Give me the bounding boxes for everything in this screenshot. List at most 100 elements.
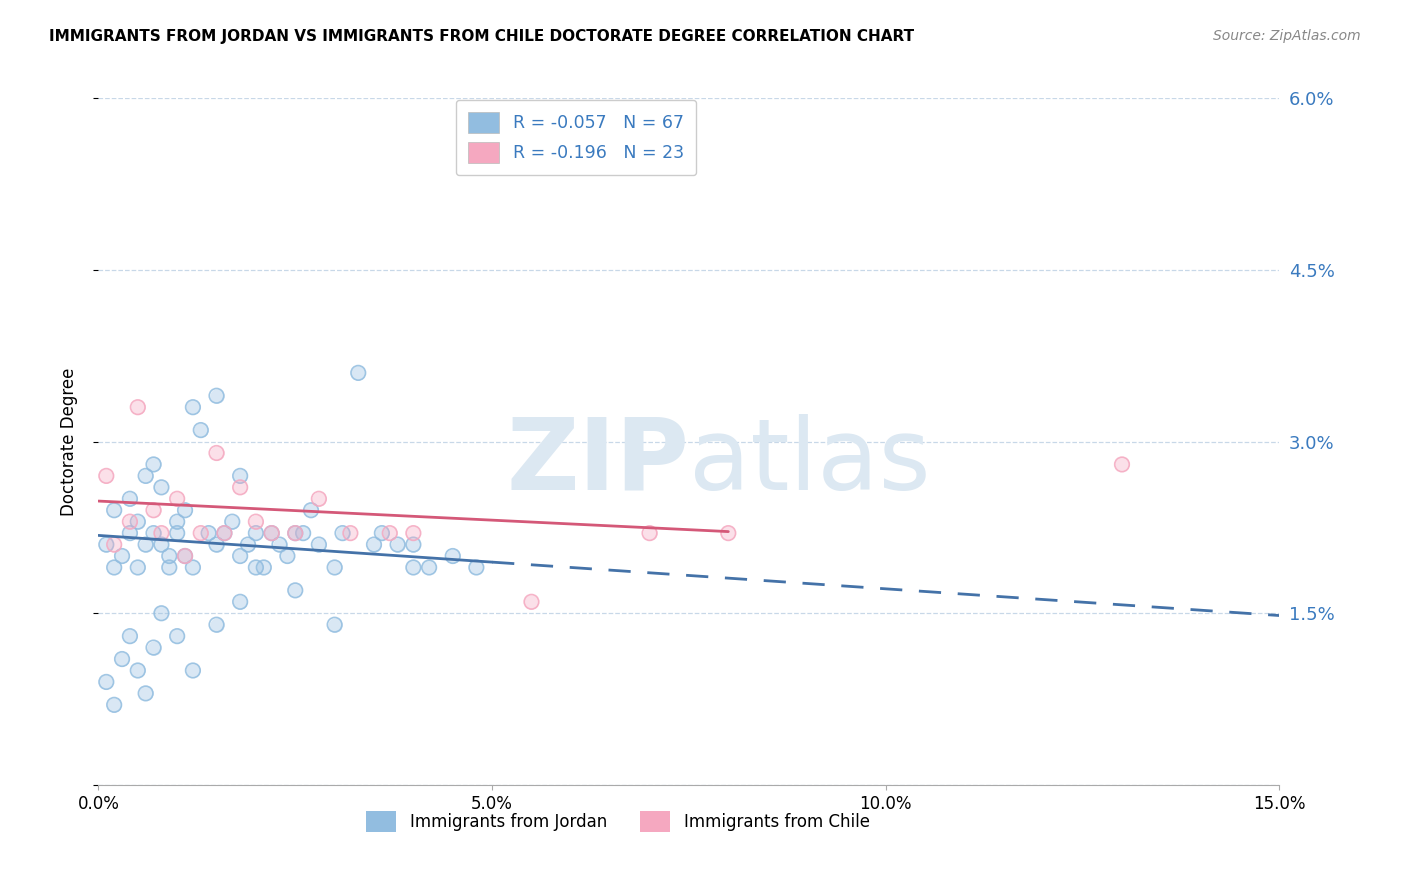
Point	[118, 526, 141, 541]
Point	[245, 515, 267, 529]
Point	[166, 526, 188, 541]
Point	[339, 526, 361, 541]
Text: ZIP: ZIP	[506, 414, 689, 510]
Point	[150, 537, 173, 551]
Point	[166, 526, 188, 541]
Point	[229, 549, 252, 563]
Point	[142, 526, 165, 541]
Point	[205, 537, 228, 551]
Point	[181, 400, 204, 414]
Point	[308, 491, 330, 506]
Point	[717, 526, 740, 541]
Point	[276, 549, 298, 563]
Point	[245, 515, 267, 529]
Point	[166, 629, 188, 643]
Point	[284, 526, 307, 541]
Point	[127, 400, 149, 414]
Point	[229, 469, 252, 483]
Point	[150, 537, 173, 551]
Point	[638, 526, 661, 541]
Point	[174, 549, 197, 563]
Point	[323, 617, 346, 632]
Point	[103, 503, 125, 517]
Point	[299, 503, 322, 517]
Point	[142, 640, 165, 655]
Point	[260, 526, 283, 541]
Point	[308, 537, 330, 551]
Point	[402, 526, 425, 541]
Point	[118, 515, 141, 529]
Point	[402, 537, 425, 551]
Point	[1111, 458, 1133, 472]
Point	[166, 515, 188, 529]
Point	[118, 629, 141, 643]
Point	[245, 560, 267, 574]
Point	[150, 480, 173, 494]
Point	[378, 526, 401, 541]
Text: atlas: atlas	[689, 414, 931, 510]
Point	[135, 469, 157, 483]
Point	[142, 458, 165, 472]
Point	[465, 560, 488, 574]
Point	[103, 503, 125, 517]
Point	[181, 664, 204, 678]
Point	[481, 148, 503, 162]
Point	[150, 607, 173, 621]
Point	[150, 480, 173, 494]
Point	[127, 515, 149, 529]
Point	[387, 537, 409, 551]
Point	[103, 698, 125, 712]
Point	[135, 686, 157, 700]
Point	[118, 491, 141, 506]
Point	[205, 446, 228, 460]
Point	[205, 617, 228, 632]
Point	[205, 537, 228, 551]
Point	[205, 446, 228, 460]
Point	[229, 480, 252, 494]
Point	[181, 400, 204, 414]
Point	[190, 423, 212, 437]
Point	[190, 423, 212, 437]
Point	[174, 503, 197, 517]
Point	[323, 560, 346, 574]
Point	[111, 652, 134, 666]
Point	[339, 526, 361, 541]
Point	[135, 469, 157, 483]
Point	[269, 537, 291, 551]
Point	[181, 664, 204, 678]
Point	[465, 560, 488, 574]
Point	[127, 400, 149, 414]
Point	[214, 526, 236, 541]
Point	[111, 549, 134, 563]
Point	[181, 560, 204, 574]
Point	[190, 526, 212, 541]
Point	[284, 526, 307, 541]
Point	[418, 560, 440, 574]
Legend: Immigrants from Jordan, Immigrants from Chile: Immigrants from Jordan, Immigrants from …	[360, 805, 876, 838]
Point	[520, 595, 543, 609]
Point	[214, 526, 236, 541]
Point	[260, 526, 283, 541]
Point	[135, 537, 157, 551]
Point	[236, 537, 259, 551]
Point	[142, 503, 165, 517]
Point	[378, 526, 401, 541]
Point	[260, 526, 283, 541]
Point	[103, 537, 125, 551]
Point	[214, 526, 236, 541]
Point	[96, 537, 118, 551]
Point	[111, 549, 134, 563]
Point	[103, 537, 125, 551]
Point	[284, 583, 307, 598]
Point	[174, 549, 197, 563]
Y-axis label: Doctorate Degree: Doctorate Degree	[59, 368, 77, 516]
Point	[157, 549, 180, 563]
Point	[127, 664, 149, 678]
Point	[520, 595, 543, 609]
Point	[214, 526, 236, 541]
Point	[127, 560, 149, 574]
Point	[229, 595, 252, 609]
Point	[308, 537, 330, 551]
Point	[142, 458, 165, 472]
Point	[229, 469, 252, 483]
